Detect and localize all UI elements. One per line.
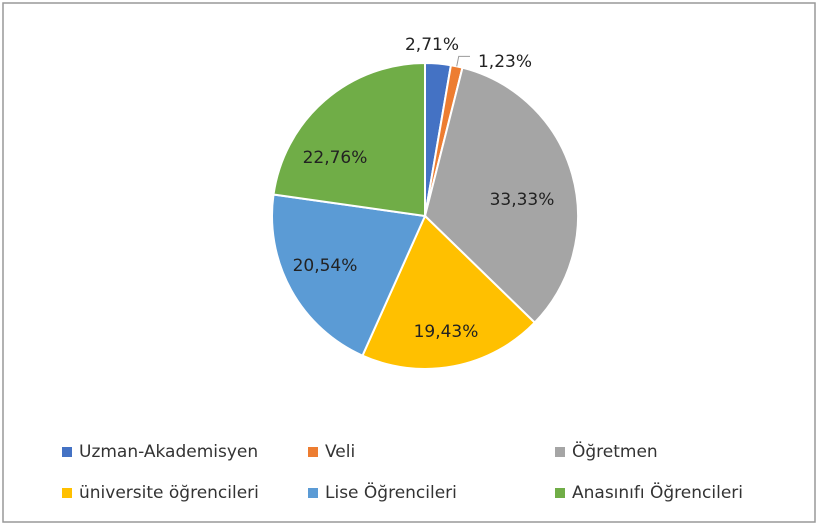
legend-label: Öğretmen [572,440,658,462]
legend-label: Uzman-Akademisyen [79,442,258,462]
legend-label: Veli [325,442,355,462]
legend-swatch [308,447,318,457]
legend-label: üniversite öğrencileri [79,483,259,503]
data-label: 19,43% [414,322,479,342]
legend-label: Lise Öğrencileri [325,481,457,503]
data-label: 22,76% [303,148,368,168]
legend-swatch [62,488,72,498]
pie-slice [361,214,537,370]
data-label: 1,23% [478,52,532,72]
data-label: 20,54% [293,256,358,276]
legend-swatch [308,488,318,498]
leader-line [456,55,470,67]
legend-label: Anasınıfı Öğrencileri [572,481,743,503]
data-label: 2,71% [405,35,459,55]
pie-slice [271,193,427,357]
data-label: 33,33% [490,190,555,210]
legend-swatch [555,447,565,457]
pie-slice [272,61,426,218]
legend-swatch [555,488,565,498]
pie-slice [423,66,579,325]
legend-swatch [62,447,72,457]
